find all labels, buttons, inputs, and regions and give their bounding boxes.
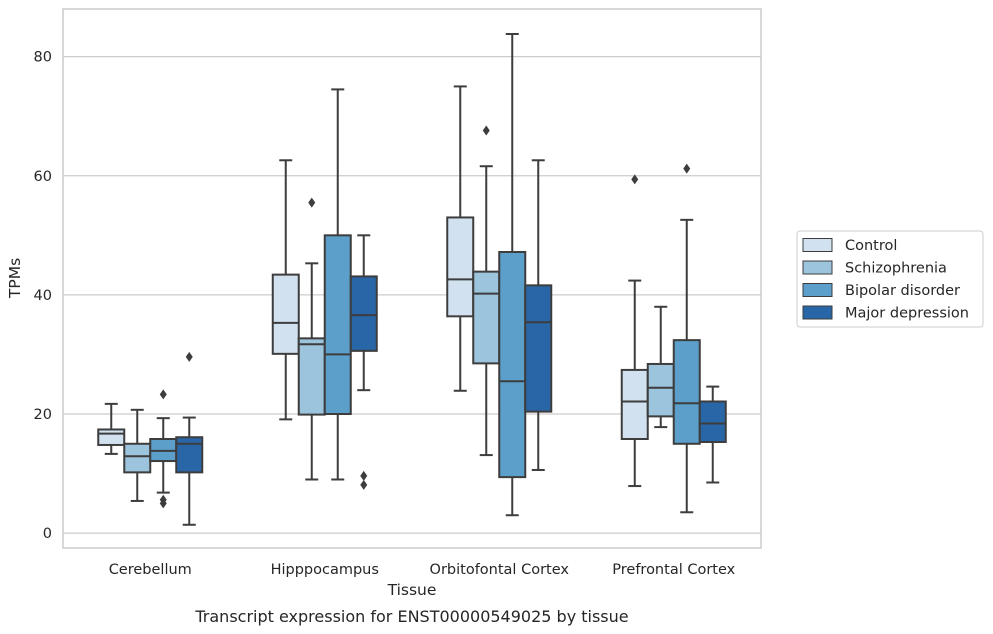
box-bipolar-disorder <box>672 163 701 514</box>
outlier-point <box>683 163 691 174</box>
outlier-point <box>482 125 490 136</box>
box-groups <box>97 33 727 526</box>
box-schizophrenia <box>297 197 326 481</box>
x-axis-ticks: Cerebellum Hipppocampus Orbitofontal Corte… <box>109 562 736 578</box>
outlier-point <box>159 389 167 400</box>
y-axis-ticks: 0 20 40 60 80 <box>34 50 52 542</box>
legend: Control Schizophrenia Bipolar disorder Majo… <box>796 230 984 328</box>
figure-caption: Transcript expression for ENST0000054902… <box>194 607 628 626</box>
plot-area-frame <box>62 8 762 549</box>
y-axis-label: TPMs <box>6 258 24 299</box>
box-schizophrenia <box>123 408 152 502</box>
outlier-point <box>159 494 167 505</box>
outlier-point <box>360 470 368 481</box>
legend-label: Schizophrenia <box>845 261 947 277</box>
outlier-point <box>185 351 193 362</box>
box-major-depression <box>175 351 204 526</box>
iqr-box <box>271 273 300 355</box>
y-tick-label: 0 <box>43 526 52 542</box>
box-schizophrenia <box>646 305 675 429</box>
iqr-box <box>524 284 553 413</box>
y-tick-label: 40 <box>34 288 52 304</box>
x-tick-label: Hipppocampus <box>271 562 379 578</box>
legend-swatch <box>802 260 833 275</box>
box-bipolar-disorder <box>498 33 527 517</box>
outlier-point <box>308 197 316 208</box>
iqr-box <box>123 442 152 474</box>
iqr-box <box>620 368 649 441</box>
box-schizophrenia <box>472 125 501 457</box>
iqr-box <box>646 362 675 418</box>
y-tick-label: 60 <box>34 169 52 185</box>
legend-frame <box>796 230 984 328</box>
iqr-box <box>297 337 326 416</box>
box-control <box>271 159 300 421</box>
box-control <box>620 174 649 488</box>
legend-swatch <box>802 305 833 320</box>
iqr-box <box>323 234 352 415</box>
box-major-depression <box>698 385 727 484</box>
box-bipolar-disorder <box>323 88 352 481</box>
x-tick-label: Prefrontal Cortex <box>612 562 735 578</box>
iqr-box <box>672 339 701 445</box>
legend-label: Control <box>845 238 897 254</box>
iqr-box <box>698 400 727 443</box>
iqr-box <box>498 250 527 479</box>
box-major-depression <box>524 159 553 471</box>
outlier-point <box>631 174 639 185</box>
box-major-depression <box>349 234 378 490</box>
x-tick-label: Orbitofontal Cortex <box>430 562 570 578</box>
legend-swatch <box>802 283 833 297</box>
iqr-box <box>349 275 378 352</box>
box-bipolar-disorder <box>149 389 178 509</box>
x-axis-label: Tissue <box>387 581 437 599</box>
iqr-box <box>175 436 204 474</box>
legend-label: Major depression <box>845 306 969 322</box>
y-tick-label: 20 <box>34 407 52 423</box>
iqr-box <box>472 270 501 365</box>
box-control <box>97 402 126 455</box>
iqr-box <box>446 216 475 318</box>
iqr-box <box>97 428 126 446</box>
box-control <box>446 85 475 392</box>
legend-swatch <box>802 238 833 252</box>
legend-label: Bipolar disorder <box>845 283 960 299</box>
x-tick-label: Cerebellum <box>109 562 192 578</box>
outlier-point <box>360 479 368 490</box>
y-tick-label: 80 <box>34 50 52 66</box>
